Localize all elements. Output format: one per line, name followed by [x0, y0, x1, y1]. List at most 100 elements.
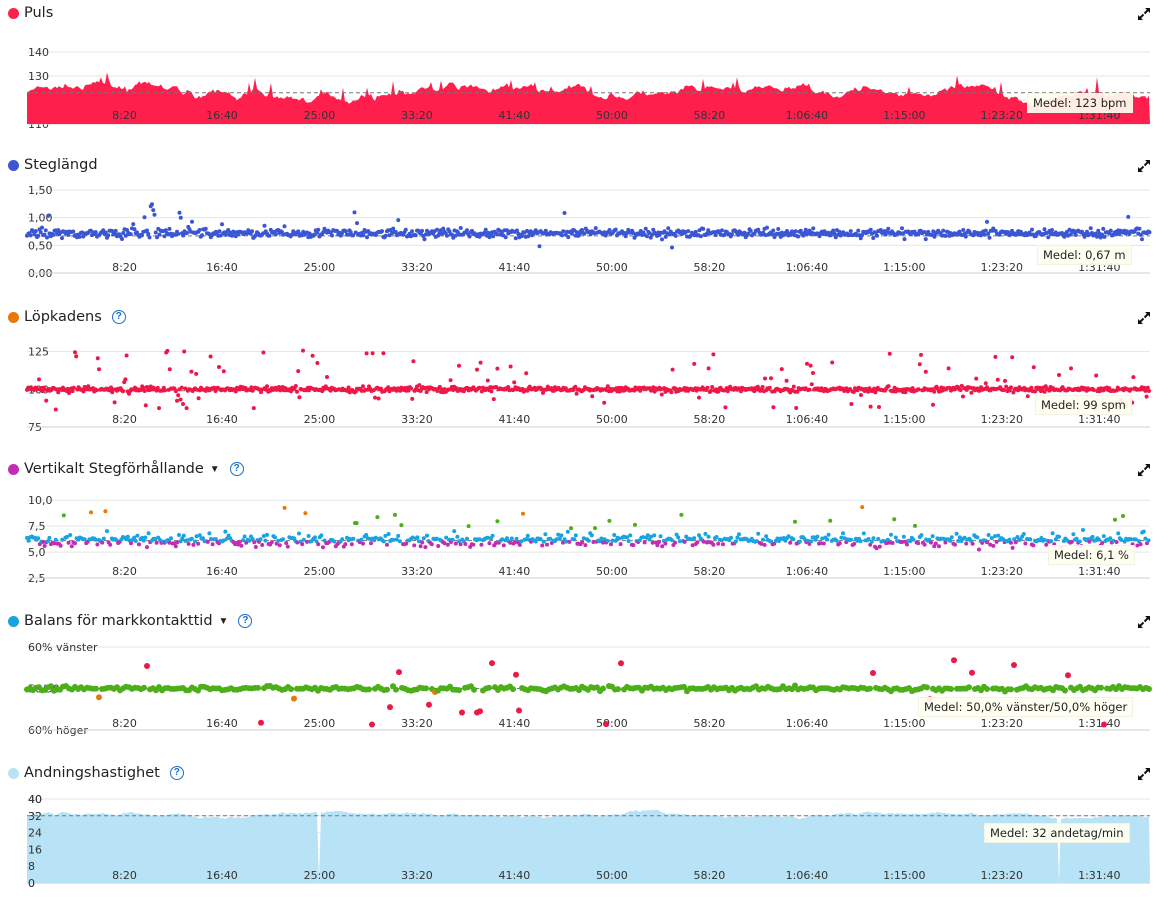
lopkadens-points[interactable]: [25, 348, 1151, 412]
data-point: [61, 513, 66, 518]
data-point: [660, 237, 664, 242]
expand-icon[interactable]: [1136, 766, 1152, 782]
data-point: [1057, 373, 1061, 377]
data-point: [413, 233, 418, 238]
chart-title-vertikalt[interactable]: Vertikalt Stegförhållande: [24, 461, 204, 477]
average-label-balans: Medel: 50,0% vänster/50,0% höger: [918, 697, 1134, 717]
data-point: [631, 231, 636, 235]
x-tick-label: 1:15:00: [883, 717, 925, 730]
data-point: [528, 229, 533, 234]
data-point: [1131, 375, 1136, 380]
plot-andning[interactable]: 40322416808:2016:4025:0033:2041:4050:005…: [0, 760, 1162, 912]
data-point: [458, 542, 463, 547]
data-point: [420, 540, 425, 545]
data-point: [868, 404, 873, 409]
expand-icon[interactable]: [1136, 6, 1152, 22]
data-point: [1108, 228, 1113, 233]
data-point: [695, 540, 700, 545]
data-point: [1029, 385, 1034, 390]
help-icon[interactable]: ?: [111, 310, 126, 324]
caret-down-icon[interactable]: ▼: [209, 463, 220, 475]
plot-steglangd[interactable]: 1,501,000,500,00 8:20 16:40 25:00 33:20 41:40…: [0, 152, 1162, 304]
data-point: [396, 533, 401, 538]
data-point: [277, 543, 282, 548]
data-point: [391, 537, 396, 542]
data-point: [525, 533, 530, 538]
data-point: [458, 226, 463, 230]
chart-panel-andning: Andningshastighet ? 40322416808:2016:402…: [0, 760, 1162, 912]
data-point: [364, 351, 369, 356]
data-point: [833, 235, 838, 240]
plot-balans[interactable]: 60% vänster50/5060% höger8:2016:4025:003…: [0, 608, 1162, 760]
expand-icon[interactable]: [1136, 158, 1152, 174]
help-icon[interactable]: ?: [238, 614, 253, 628]
data-point: [541, 539, 546, 544]
data-point: [380, 229, 384, 234]
data-point: [709, 388, 713, 393]
expand-icon[interactable]: [1136, 614, 1152, 630]
data-point: [162, 234, 167, 239]
data-point: [794, 406, 799, 410]
data-point: [995, 377, 1000, 382]
data-point: [681, 683, 687, 690]
balans-points[interactable]: [24, 657, 1152, 728]
data-point: [181, 402, 185, 406]
data-point: [58, 543, 63, 548]
data-point: [154, 540, 159, 545]
data-point: [701, 226, 706, 231]
data-point: [719, 538, 724, 543]
data-point: [711, 352, 716, 357]
data-point: [756, 227, 761, 232]
data-point: [393, 512, 397, 517]
expand-icon[interactable]: [1136, 310, 1152, 326]
data-point: [985, 540, 989, 545]
data-point: [26, 538, 31, 543]
data-point: [150, 202, 154, 207]
caret-down-icon[interactable]: ▼: [218, 615, 229, 627]
help-icon[interactable]: ?: [169, 766, 184, 780]
puls-area-series[interactable]: [27, 72, 1150, 124]
data-point: [562, 211, 567, 215]
data-point: [284, 541, 289, 545]
legend-dot-vertikalt: [8, 463, 19, 475]
help-icon[interactable]: ?: [229, 462, 244, 476]
data-point: [179, 385, 184, 390]
data-point: [489, 660, 495, 667]
data-point: [762, 542, 767, 547]
data-point: [808, 363, 813, 368]
data-point: [966, 684, 972, 691]
data-point: [617, 536, 621, 541]
data-point: [821, 541, 826, 546]
chart-title-balans[interactable]: Balans för markkontakttid: [24, 613, 213, 629]
plot-vertikalt[interactable]: 10,07,55,02,58:20 16:40 25:00 33:20 41:40 50:…: [0, 456, 1162, 608]
andning-area-series[interactable]: [27, 809, 1150, 883]
data-point: [239, 543, 244, 548]
data-point: [1129, 537, 1133, 542]
data-point: [157, 232, 162, 237]
data-point: [177, 533, 181, 537]
data-point: [510, 686, 516, 693]
data-point: [410, 229, 414, 234]
data-point: [203, 226, 208, 231]
expand-icon[interactable]: [1136, 462, 1152, 478]
data-point: [185, 538, 189, 543]
plot-puls[interactable]: 1401301201108:2016:4025:0033:2041:4050:0…: [0, 0, 1162, 152]
steglangd-points[interactable]: [25, 202, 1152, 250]
data-point: [269, 540, 274, 545]
data-point: [513, 236, 518, 241]
data-point: [524, 537, 529, 542]
x-tick-label: 1:06:40: [786, 413, 828, 426]
vertikalt-points[interactable]: [25, 505, 1151, 552]
x-tick-label: 41:40: [499, 717, 531, 730]
data-point: [570, 231, 574, 236]
data-point: [343, 229, 348, 234]
x-tick-label: 16:40: [206, 109, 238, 122]
data-point: [383, 233, 388, 238]
data-point: [167, 367, 172, 372]
data-point: [200, 233, 204, 238]
data-point: [123, 233, 128, 238]
data-point: [837, 541, 842, 546]
plot-lopkadens[interactable]: 125100758:2016:4025:0033:2041:4050:0058:…: [0, 304, 1162, 456]
data-point: [805, 361, 809, 366]
data-point: [201, 536, 205, 541]
